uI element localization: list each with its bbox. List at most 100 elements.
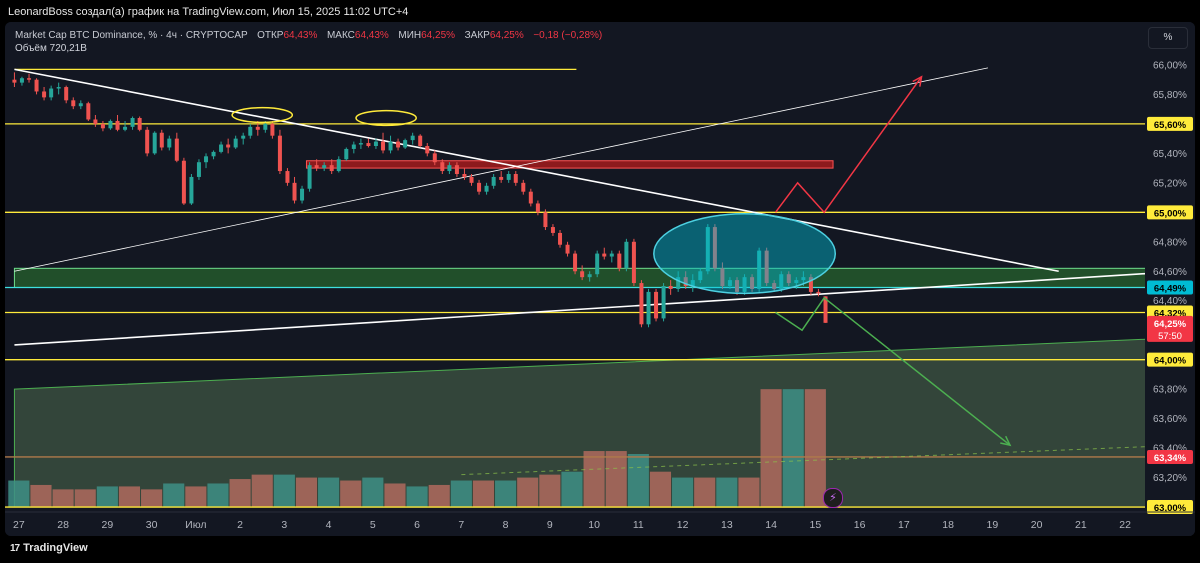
candle-body: [108, 120, 113, 129]
x-tick-label: 18: [942, 519, 954, 531]
price-tag: [1147, 449, 1193, 464]
y-tick-label: 65,80%: [1153, 90, 1187, 101]
candle-body: [49, 88, 54, 98]
y-tick-label: 63,60%: [1153, 414, 1187, 425]
volume-bar: [273, 474, 295, 508]
candle-body: [145, 129, 150, 154]
price-tag-label: 64,49%: [1154, 283, 1187, 294]
candle-body: [71, 100, 76, 107]
candle-body: [78, 103, 83, 107]
tradingview-brand: TradingView: [23, 542, 88, 554]
volume-bar: [583, 451, 605, 508]
candle-body: [469, 176, 474, 183]
legend-open-value: 64,43%: [283, 30, 318, 41]
author-line: LeonardBoss создал(а) график на TradingV…: [8, 6, 409, 18]
y-tick-label: 63,20%: [1153, 473, 1187, 484]
candle-body: [219, 144, 224, 152]
candle-body: [794, 280, 799, 284]
candle-body: [314, 165, 319, 169]
candle-body: [816, 291, 821, 294]
volume-bar: [118, 486, 141, 508]
volume-bar: [649, 471, 672, 508]
x-tick-label: 15: [809, 519, 821, 531]
candle-body: [263, 123, 268, 130]
y-tick-label: 65,20%: [1153, 178, 1187, 189]
x-tick-label: 14: [765, 519, 777, 531]
x-tick-label: 11: [633, 519, 644, 531]
candle-body: [484, 185, 489, 192]
trendline: [14, 270, 1183, 346]
price-tag: [1147, 116, 1193, 131]
candle-body: [764, 250, 769, 284]
tradingview-logo[interactable]: 17 TradingView: [10, 542, 88, 554]
x-tick-label: 16: [854, 519, 866, 531]
price-tag-countdown: 57:50: [1158, 331, 1182, 342]
lightning-icon[interactable]: ⚡: [823, 488, 843, 508]
x-tick-label: 27: [13, 519, 25, 531]
candle-body: [211, 151, 216, 157]
candle-body: [654, 291, 659, 319]
candle-body: [181, 160, 186, 204]
dashed-trend: [461, 444, 1183, 476]
candle-body: [56, 87, 61, 89]
volume-bar: [672, 477, 694, 508]
candle-body: [477, 182, 482, 192]
x-tick-label: 20: [1031, 519, 1043, 531]
x-tick-label: 13: [721, 519, 733, 531]
volume-bar: [185, 486, 207, 508]
candle-body: [595, 253, 600, 275]
candle-body: [396, 141, 401, 148]
legend-low-value: 64,25%: [421, 30, 456, 41]
y-tick-label: 65,40%: [1153, 149, 1187, 160]
candle-body: [631, 241, 636, 284]
candle-body: [86, 103, 91, 120]
candle-body: [373, 141, 378, 146]
volume-bar: [539, 474, 561, 508]
candle-body: [772, 283, 777, 289]
candle-body: [521, 182, 526, 192]
volume-bar: [472, 480, 495, 508]
candle-body: [491, 176, 496, 186]
volume-bar: [362, 477, 384, 508]
candle-body: [624, 241, 629, 269]
y-tick-label: 66,00%: [1153, 60, 1187, 71]
candle-body: [410, 135, 415, 141]
candle-body: [801, 277, 806, 281]
volume-bar: [428, 484, 450, 508]
candle-body: [277, 135, 282, 172]
candle-body: [535, 203, 540, 213]
candle-body: [727, 280, 732, 286]
volume-bar: [340, 480, 362, 508]
candle-body: [381, 141, 386, 151]
x-tick-label: 17: [898, 519, 910, 531]
candle-body: [808, 277, 813, 292]
candle-body: [786, 274, 791, 284]
red-resistance-zone: [305, 160, 834, 169]
candle-body: [418, 135, 423, 146]
price-tag-label: 63,00%: [1154, 503, 1187, 514]
chart-canvas[interactable]: 66,00% 65,80% 65,40% 65,20% 64,80% 64,60% 64,4…: [5, 22, 1195, 536]
candle-body: [580, 271, 585, 278]
percent-scale-button[interactable]: %: [1148, 27, 1188, 49]
legend-volume-label: Объём: [15, 43, 47, 54]
legend-low-label: МИН: [398, 30, 422, 41]
legend: Market Cap BTC Dominance, % · 4ч · CRYPT…: [15, 30, 602, 41]
candle-body: [137, 118, 142, 130]
candle-body: [329, 165, 334, 172]
candle-body: [573, 253, 578, 272]
price-tag: [1147, 205, 1193, 220]
candle-body: [757, 250, 762, 289]
candle-body: [705, 227, 710, 272]
legend-volume-value: 720,21B: [49, 43, 87, 54]
chart-frame[interactable]: 66,00% 65,80% 65,40% 65,20% 64,80% 64,60% 64,4…: [5, 22, 1195, 536]
candle-body: [506, 174, 511, 180]
candle-body: [322, 165, 327, 169]
candle-body: [712, 227, 717, 269]
candle-body: [750, 277, 755, 289]
candle-body: [454, 165, 459, 174]
candle-body: [646, 291, 651, 325]
candle-body: [233, 138, 238, 148]
volume-bar: [716, 477, 738, 508]
candle-body: [698, 271, 703, 281]
candle-body: [189, 176, 194, 204]
